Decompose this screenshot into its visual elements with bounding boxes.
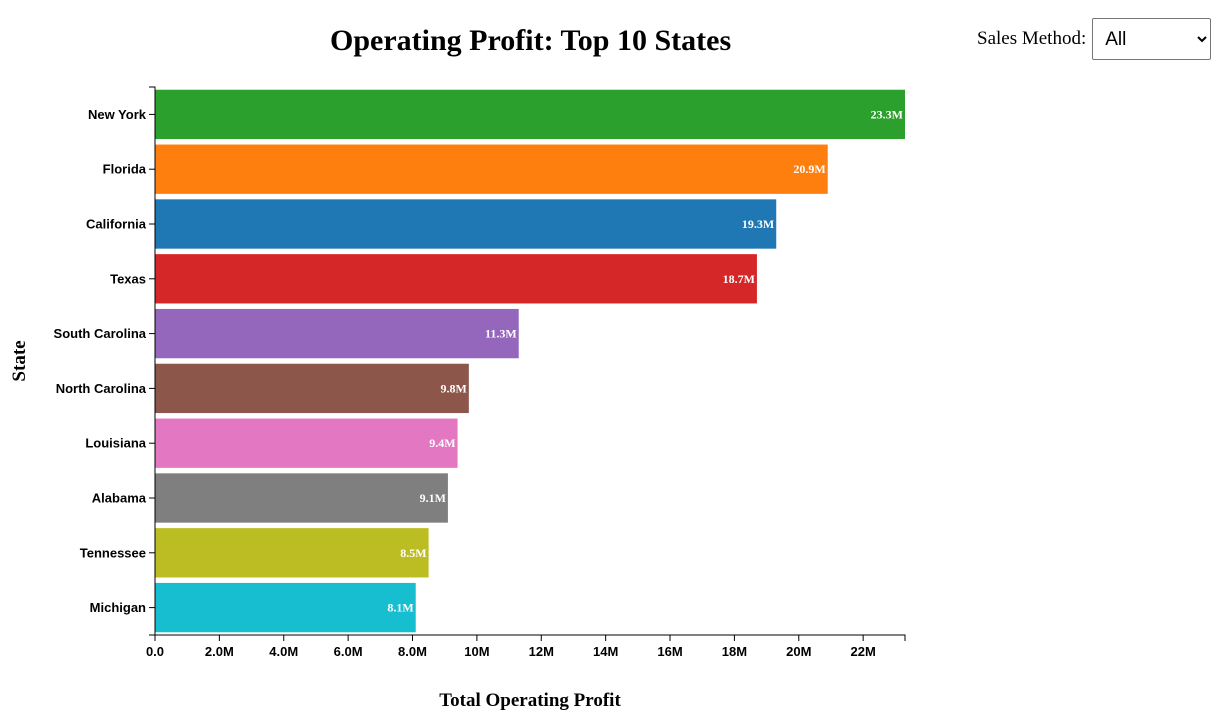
bar [155,89,905,140]
x-tick-label: 10M [464,644,489,659]
y-tick-label: Louisiana [85,436,146,451]
bar-value-label: 18.7M [723,272,755,286]
y-axis-title: State [9,340,30,381]
y-tick-label: Alabama [92,491,147,506]
y-axis-line [149,86,156,636]
bar-value-label: 8.1M [387,601,413,615]
bar [155,528,429,578]
x-tick-label: 16M [657,644,682,659]
bar-value-label: 23.3M [871,107,903,121]
y-tick-label: California [86,217,147,232]
x-tick-label: 6.0M [334,644,363,659]
y-tick-label: Tennessee [80,545,146,560]
y-axis: New York Florida California Texas South Caro… [54,86,156,636]
bar-value-label: 8.5M [400,546,426,560]
y-tick-label: Florida [103,162,147,177]
bar-value-label: 9.8M [441,381,467,395]
bar [155,418,458,468]
bar-value-label: 9.1M [420,491,446,505]
sales-method-label: Sales Method: [977,28,1087,49]
x-tick-label: 20M [786,644,811,659]
x-axis-line [154,634,906,641]
sales-method-select[interactable]: All [1092,18,1212,60]
bar [155,199,777,249]
bar-value-label: 9.4M [429,436,455,450]
x-tick-label: 2.0M [205,644,234,659]
x-tick-label: 8.0M [398,644,427,659]
y-tick-label: South Carolina [54,326,147,341]
bar [155,363,469,414]
x-tick-label: 14M [593,644,618,659]
x-tick-label: 18M [722,644,747,659]
bar [155,144,828,194]
bar-value-label: 19.3M [742,217,774,231]
bar [155,473,448,523]
y-tick-label: Michigan [90,600,146,615]
bar [155,308,519,359]
bar [155,582,416,633]
x-tick-label: 22M [851,644,876,659]
chart-title: Operating Profit: Top 10 States [330,24,732,57]
y-tick-label: Texas [110,271,146,286]
bar [155,254,757,304]
x-tick-label: 12M [529,644,554,659]
x-axis-title: Total Operating Profit [439,690,621,711]
x-tick-label: 0.0 [146,644,164,659]
bar-value-labels: 23.3M 20.9M 19.3M 18.7M 11.3M 9.8M 9.4M 9.1M 8.5… [387,107,903,614]
sales-method-control: Sales Method: All [977,18,1212,60]
bar-value-label: 11.3M [485,327,517,341]
y-tick-label: New York [88,107,147,122]
x-tick-label: 4.0M [269,644,298,659]
bars-group [155,89,905,633]
y-tick-label: North Carolina [56,381,147,396]
x-axis: 0.0 2.0M 4.0M 6.0M 8.0M 10M 12M 14M 16M 18M 20M 22M [146,634,906,659]
bar-value-label: 20.9M [793,162,825,176]
